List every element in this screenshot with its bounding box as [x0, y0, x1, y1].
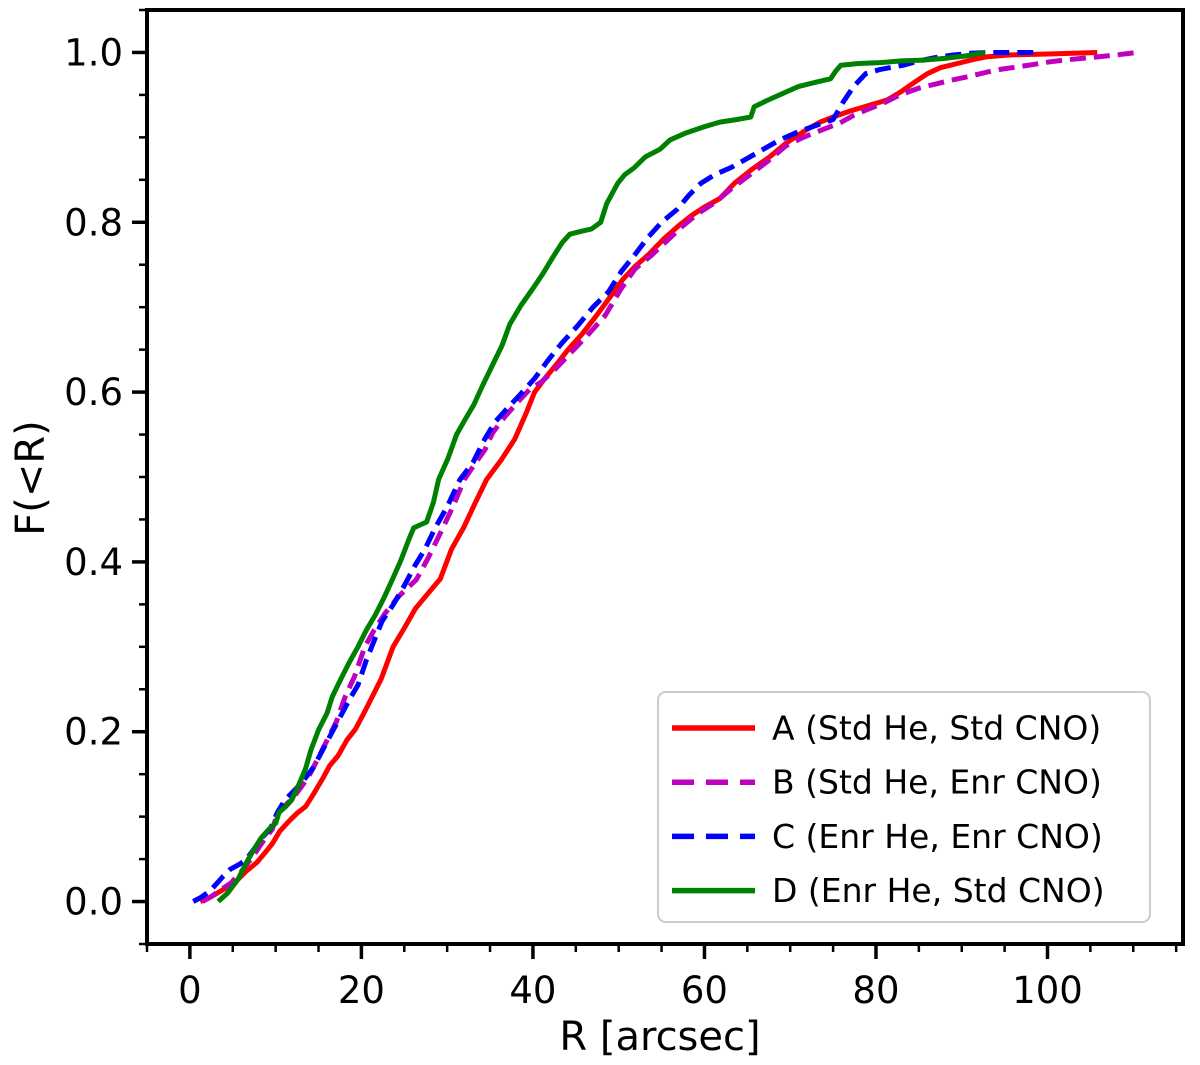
x-tick-label: 80 — [852, 969, 899, 1012]
x-tick-label: 60 — [681, 969, 728, 1012]
curve-d — [216, 50, 986, 904]
x-tick-label: 0 — [178, 969, 202, 1012]
x-tick-label: 100 — [1012, 969, 1083, 1012]
legend-entry-a: A (Std He, Std CNO) — [672, 709, 1101, 748]
y-tick-label: 1.0 — [64, 31, 123, 74]
y-tick-label: 0.0 — [64, 881, 123, 924]
legend-entry-b: B (Std He, Enr CNO) — [672, 763, 1102, 802]
legend-label: B (Std He, Enr CNO) — [772, 763, 1102, 802]
y-axis-label: F(<R) — [8, 420, 54, 536]
y-tick-label: 0.4 — [64, 541, 123, 584]
x-tick-label: 20 — [338, 969, 385, 1012]
y-tick-label: 0.8 — [64, 201, 123, 244]
legend-entry-c: C (Enr He, Enr CNO) — [672, 817, 1103, 856]
axis-tick-labels: 0 20 40 60 80 100 0.0 0.2 0.4 0.6 0.8 1.0 — [64, 31, 1083, 1012]
legend-entry-d: D (Enr He, Std CNO) — [672, 871, 1105, 910]
plot-border — [145, 8, 1185, 946]
legend-label: C (Enr He, Enr CNO) — [772, 817, 1103, 856]
legend-label: A (Std He, Std CNO) — [772, 709, 1101, 748]
x-tick-label: 40 — [509, 969, 556, 1012]
legend: A (Std He, Std CNO) B (Std He, Enr CNO) C … — [657, 691, 1151, 923]
y-tick-label: 0.6 — [64, 371, 123, 414]
legend-frame — [657, 691, 1151, 923]
y-tick-label: 0.2 — [64, 711, 123, 754]
data-curves — [192, 50, 1138, 904]
legend-label: D (Enr He, Std CNO) — [772, 871, 1105, 910]
x-axis-label: R [arcsec] — [559, 1014, 760, 1060]
